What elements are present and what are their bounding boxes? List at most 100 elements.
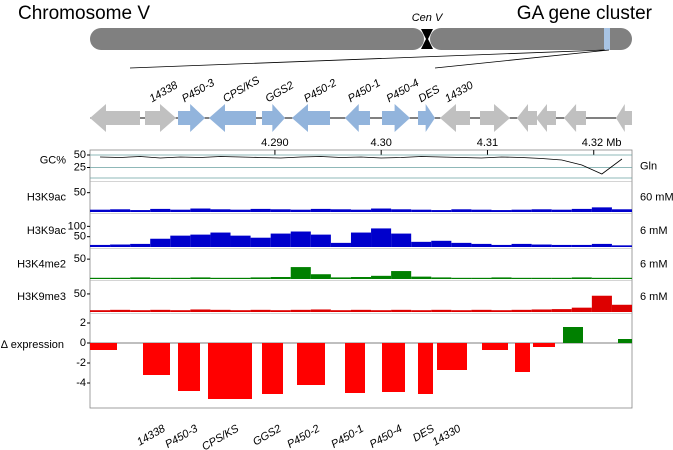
signal-bin <box>591 295 612 312</box>
signal-bin <box>150 208 171 212</box>
signal-bin <box>611 277 632 279</box>
expression-bar <box>533 343 555 347</box>
signal-bin <box>270 209 291 212</box>
gene-label: 14330 <box>430 422 463 448</box>
signal-bin <box>90 277 111 279</box>
gene-label-top: 14330 <box>443 79 476 105</box>
gene-label-top: P450-3 <box>180 77 217 106</box>
signal-bin <box>411 241 432 247</box>
signal-bin <box>310 208 331 212</box>
chromosome-arm <box>90 28 424 50</box>
signal-bin <box>110 209 131 212</box>
signal-bin <box>150 238 171 247</box>
centromere <box>421 29 433 49</box>
y-tick-label: -4 <box>76 377 86 389</box>
y-tick-label: 50 <box>74 149 86 161</box>
expression-bar <box>437 343 467 370</box>
signal-bin <box>491 210 512 212</box>
track-label: GC% <box>40 154 67 166</box>
signal-bin <box>290 267 311 279</box>
gc-line <box>100 156 623 175</box>
signal-bin <box>270 233 291 247</box>
signal-bin <box>511 243 532 247</box>
signal-bin <box>130 277 151 279</box>
gene-arrow <box>418 104 435 132</box>
signal-bin <box>571 307 592 312</box>
signal-bin <box>531 277 552 279</box>
signal-bin <box>491 310 512 312</box>
signal-bin <box>130 210 151 212</box>
signal-bin <box>371 208 392 212</box>
expression-bar <box>143 343 170 375</box>
gene-label: 14338 <box>135 422 168 448</box>
signal-bin <box>371 275 392 279</box>
signal-bin <box>210 277 231 279</box>
gene-arrow <box>145 104 176 132</box>
signal-bin <box>611 304 632 312</box>
signal-bin <box>491 277 512 279</box>
signal-bin <box>591 277 612 279</box>
signal-bin <box>290 231 311 247</box>
gene-label-top: 14338 <box>147 79 180 105</box>
gene-arrow <box>536 104 556 132</box>
expression-bar <box>345 343 365 393</box>
signal-bin <box>551 277 572 279</box>
signal-bin <box>90 310 111 312</box>
expression-bar <box>382 343 405 392</box>
signal-bin <box>451 277 472 279</box>
signal-bin <box>310 234 331 247</box>
signal-bin <box>330 277 351 279</box>
signal-bin <box>451 209 472 212</box>
gene-arrow <box>440 104 470 132</box>
gene-label: P450-1 <box>329 423 366 450</box>
signal-bin <box>250 237 271 247</box>
signal-bin <box>190 208 211 212</box>
signal-bin <box>130 243 151 247</box>
signal-bin <box>451 242 472 247</box>
signal-bin <box>290 209 311 212</box>
gene-arrow <box>480 104 510 132</box>
expression-bar <box>208 343 252 399</box>
y-tick-label: 25 <box>74 161 86 173</box>
signal-bin <box>90 244 111 247</box>
signal-bin <box>551 309 572 312</box>
signal-bin <box>350 232 372 247</box>
signal-bin <box>531 309 552 312</box>
expression-bar <box>90 343 117 350</box>
zoom-line <box>129 49 606 69</box>
signal-bin <box>230 235 251 247</box>
expression-bar <box>418 343 433 394</box>
track-label: H3K9ac <box>27 191 67 203</box>
signal-bin <box>170 209 191 212</box>
y-tick-label: -2 <box>76 357 86 369</box>
signal-bin <box>411 310 432 312</box>
track-label: ∆ expression <box>1 339 64 351</box>
gene-arrow <box>616 104 632 132</box>
signal-bin <box>190 309 211 312</box>
signal-bin <box>491 244 512 247</box>
gene-label-top: CPS/KS <box>221 74 263 105</box>
signal-bin <box>391 233 412 247</box>
gene-label-top: P450-2 <box>302 77 339 105</box>
signal-bin <box>411 209 432 212</box>
signal-bin <box>310 274 331 279</box>
gene-arrow <box>292 104 330 132</box>
signal-bin <box>110 309 131 312</box>
y-tick-label: 0 <box>80 337 86 349</box>
signal-bin <box>371 310 392 312</box>
signal-bin <box>411 276 432 279</box>
gene-arrow <box>178 104 205 132</box>
x-tick-label: 4.32 Mb <box>582 137 622 149</box>
signal-bin <box>371 228 392 247</box>
signal-bin <box>90 209 111 212</box>
gene-arrow <box>262 104 285 132</box>
signal-bin <box>210 232 231 247</box>
signal-bin <box>350 277 372 279</box>
x-tick-label: 4.290 <box>261 137 289 149</box>
signal-bin <box>511 309 532 312</box>
gene-label: P450-2 <box>285 423 322 450</box>
signal-bin <box>150 309 171 312</box>
signal-bin <box>471 309 492 312</box>
signal-bin <box>591 207 612 212</box>
